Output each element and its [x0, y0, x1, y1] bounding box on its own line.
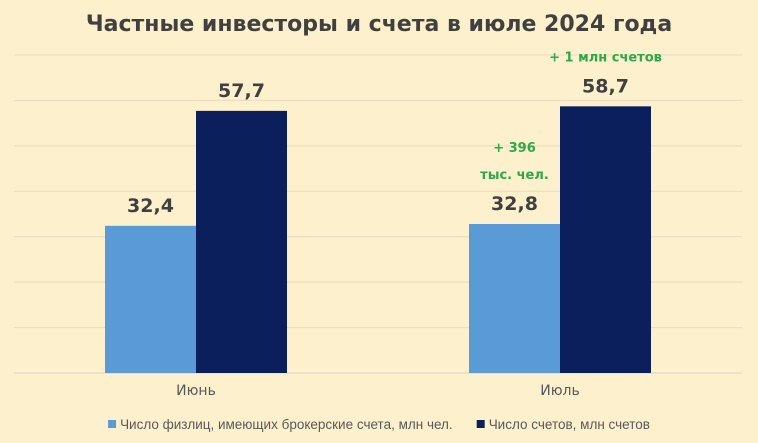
bars [105, 106, 651, 374]
legend: Число физлиц, имеющих брокерские счета, … [108, 417, 650, 432]
x-axis-ticks: Июнь Июль [176, 383, 580, 399]
annotation: + 1 млн счетов [549, 50, 662, 65]
chart-title: Частные инвесторы и счета в июле 2024 го… [86, 12, 672, 37]
x-tick-label: Июль [540, 383, 579, 399]
data-labels: 32,4 57,7 32,8 + 396 тыс. чел. 58,7 + 1 млн сч… [127, 50, 662, 216]
legend-swatch [108, 420, 117, 428]
x-tick-label: Июнь [176, 383, 216, 399]
annotation: + 396 [493, 141, 536, 156]
data-label: 58,7 [582, 75, 629, 97]
bar [560, 106, 651, 373]
bar [469, 223, 560, 373]
annotation: тыс. чел. [480, 168, 549, 183]
data-label: 57,7 [218, 80, 265, 102]
legend-label: Число счетов, млн счетов [489, 417, 650, 432]
legend-swatch [476, 420, 485, 428]
bar [196, 110, 287, 374]
data-label: 32,4 [127, 195, 174, 217]
legend-label: Число физлиц, имеющих брокерские счета, … [120, 417, 453, 432]
data-label: 32,8 [491, 193, 538, 215]
bar [105, 225, 196, 373]
